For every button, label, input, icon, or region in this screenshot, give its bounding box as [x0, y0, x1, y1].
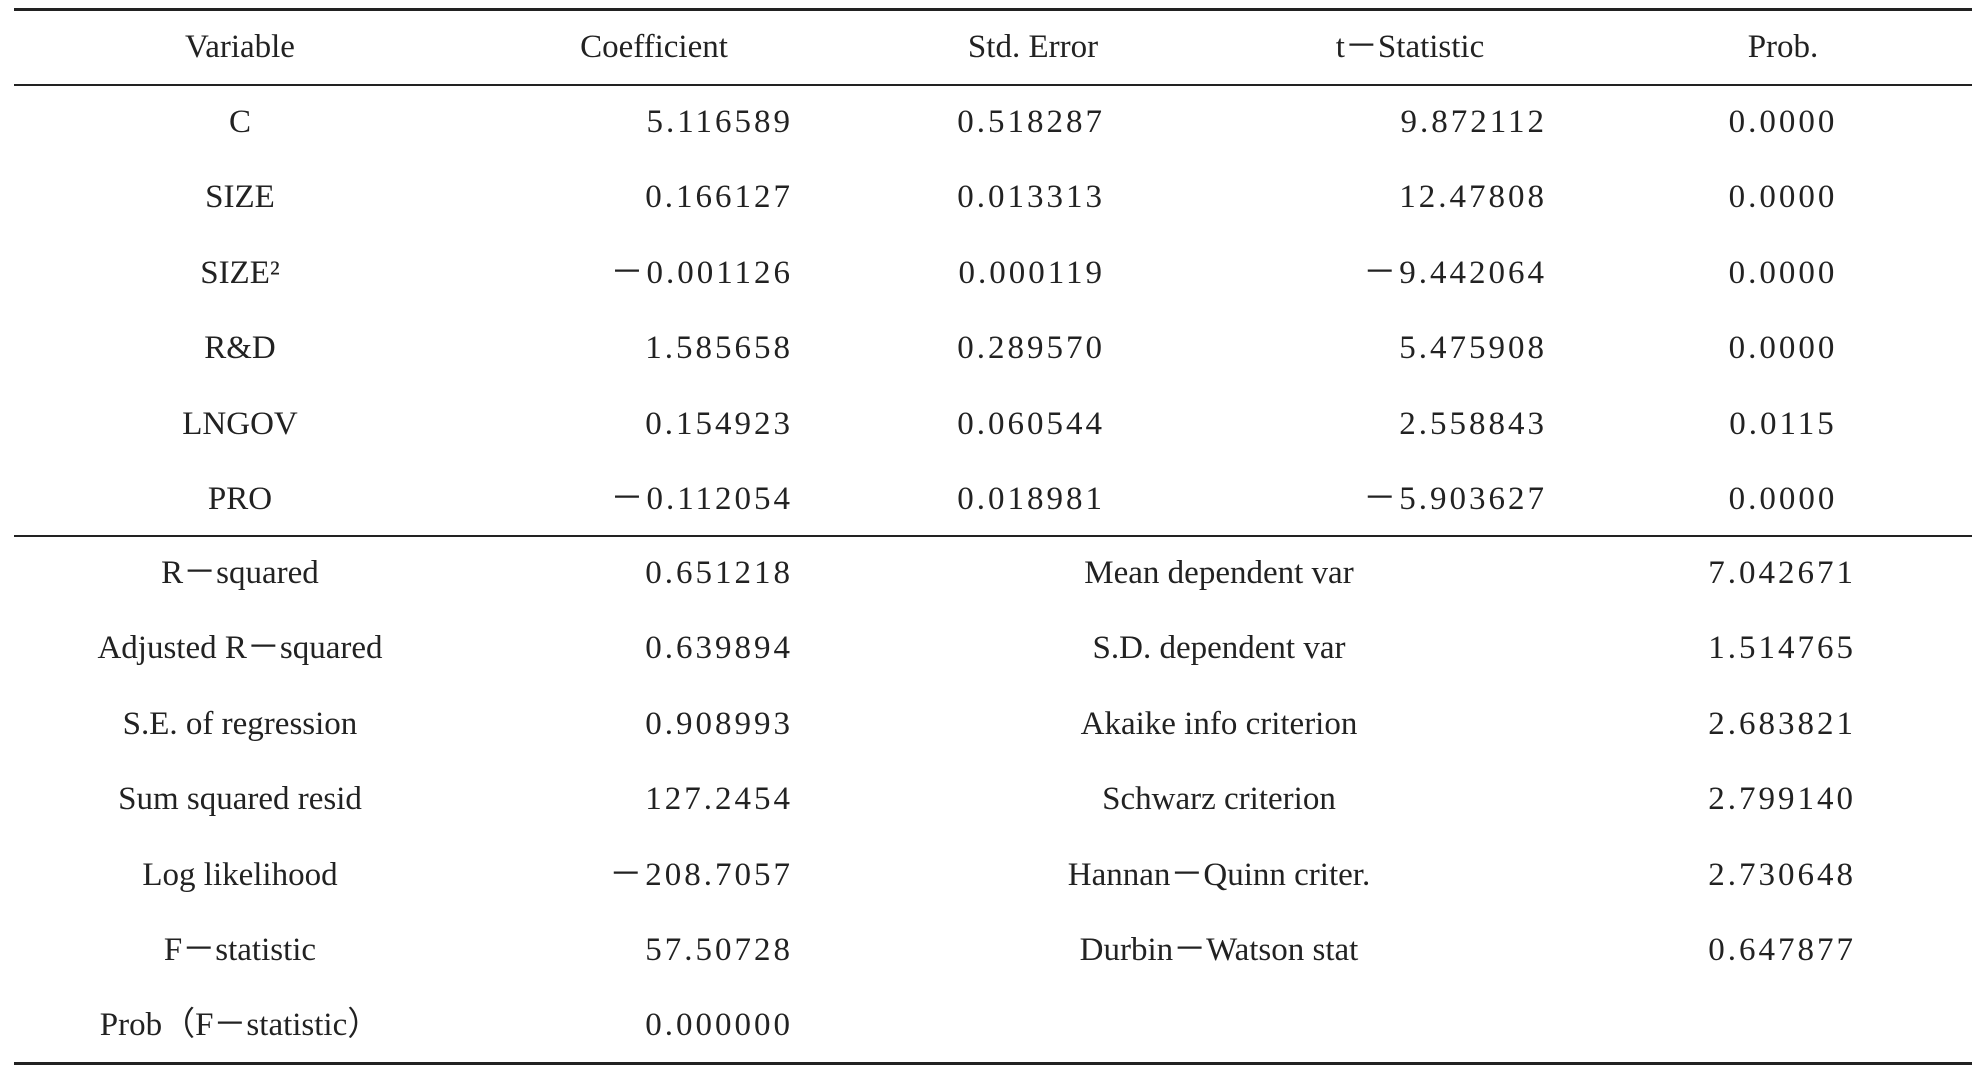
table-value: 0.060544 [957, 405, 1105, 442]
column-header: Prob. [1747, 29, 1819, 65]
table-value: －5.903627 [1363, 481, 1547, 517]
bottom-rule [14, 1062, 1972, 1065]
stat-label: Schwarz criterion [1102, 781, 1336, 818]
table-value: 0.0000 [1728, 179, 1838, 216]
stat-label: Akaike info criterion [1080, 705, 1358, 742]
table-value: 0.013313 [957, 179, 1105, 216]
stat-value: 127.2454 [645, 781, 793, 818]
stat-value: 2.799140 [1708, 781, 1856, 818]
stat-value: 57.50728 [645, 932, 793, 968]
stat-value: 0.000000 [645, 1007, 793, 1044]
stat-label: F－statistic [163, 932, 317, 968]
table-value: 0.0000 [1728, 104, 1838, 140]
table-value: 5.116589 [646, 104, 793, 140]
table-value: 9.872112 [1400, 104, 1547, 140]
stat-value: 7.042671 [1708, 555, 1856, 591]
table-value: 2.558843 [1399, 405, 1547, 442]
stat-value: 2.683821 [1708, 705, 1856, 742]
table-value: 0.0000 [1728, 330, 1838, 367]
variable-name: C [228, 104, 251, 140]
column-header: Std. Error [967, 29, 1099, 65]
header-rule [14, 84, 1972, 86]
stat-value: 0.647877 [1708, 932, 1856, 968]
stat-label: Mean dependent var [1084, 555, 1354, 591]
stat-label: S.E. of regression [122, 705, 358, 742]
table-value: 0.000119 [958, 254, 1105, 291]
table-value: 0.154923 [645, 405, 793, 442]
column-header: Coefficient [580, 29, 728, 65]
stat-value: 0.639894 [645, 630, 793, 667]
table-value: －9.442064 [1363, 254, 1547, 291]
stat-value: －208.7057 [609, 856, 793, 893]
table-value: 0.0115 [1729, 405, 1837, 442]
table-value: 0.289570 [957, 330, 1105, 367]
stat-label: Prob（F－statistic） [99, 1007, 381, 1044]
stat-value: 2.730648 [1708, 856, 1856, 893]
top-rule [14, 8, 1972, 11]
table-value: 1.585658 [645, 330, 793, 367]
stat-label: Durbin－Watson stat [1079, 932, 1359, 968]
table-value: －0.001126 [610, 254, 793, 291]
stat-value: 0.908993 [645, 705, 793, 742]
variable-name: PRO [207, 481, 273, 517]
stat-value: 1.514765 [1708, 630, 1856, 667]
stat-value: 0.651218 [645, 555, 793, 591]
section-rule [14, 535, 1972, 537]
stat-label: Sum squared resid [118, 781, 362, 818]
variable-name: R&D [204, 330, 276, 367]
table-value: 0.0000 [1728, 481, 1838, 517]
table-value: －0.112054 [610, 481, 793, 517]
stat-label: Log likelihood [142, 856, 338, 893]
stat-label: R－squared [161, 555, 319, 591]
table-value: 0.018981 [957, 481, 1105, 517]
stat-label: S.D. dependent var [1092, 630, 1346, 667]
table-value: 5.475908 [1399, 330, 1547, 367]
variable-name: SIZE² [200, 254, 280, 291]
table-value: 0.0000 [1728, 254, 1838, 291]
table-value: 0.518287 [957, 104, 1105, 140]
stat-label: Adjusted R－squared [97, 630, 383, 667]
table-value: 12.47808 [1399, 179, 1547, 216]
column-header: t－Statistic [1335, 29, 1485, 65]
stat-label: Hannan－Quinn criter. [1067, 856, 1371, 893]
table-value: 0.166127 [645, 179, 793, 216]
variable-name: SIZE [205, 179, 275, 216]
variable-name: LNGOV [182, 405, 298, 442]
column-header: Variable [185, 29, 295, 65]
